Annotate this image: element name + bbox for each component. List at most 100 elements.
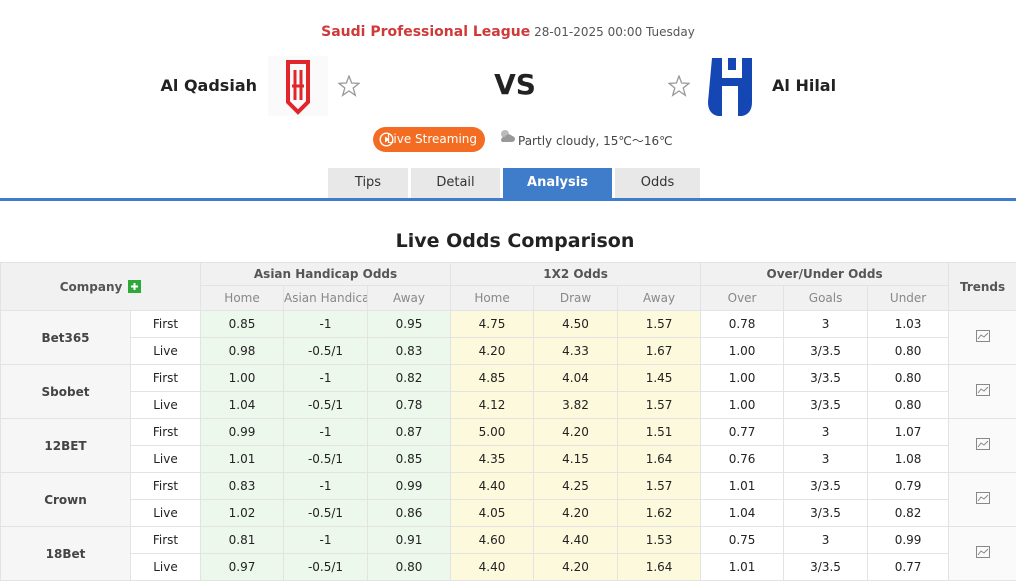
odds-value: 3 <box>783 310 869 338</box>
odds-value: 1.03 <box>867 310 950 338</box>
company-name[interactable]: 18Bet <box>0 526 131 581</box>
datetime: 28-01-2025 00:00 Tuesday <box>534 25 695 39</box>
odds-value: 4.40 <box>450 553 535 581</box>
odds-value: 3 <box>783 445 869 473</box>
company-name[interactable]: Crown <box>0 472 131 527</box>
odds-value: 4.33 <box>533 337 619 365</box>
odds-row: Sbobet First 1.00 -1 0.82 4.85 4.04 1.45 1.00 3/3… <box>0 364 1016 419</box>
odds-value: 1.57 <box>617 472 702 500</box>
favorite-star[interactable] <box>668 75 690 97</box>
odds-value: 4.15 <box>533 445 619 473</box>
odds-value: 4.25 <box>533 472 619 500</box>
odds-value: -0.5/1 <box>283 553 369 581</box>
league[interactable]: Saudi Professional League <box>321 24 531 40</box>
odds-value: 4.40 <box>533 526 619 554</box>
odds-value: -1 <box>283 310 369 338</box>
tab[interactable]: Tips <box>328 168 408 198</box>
group-header: Over/Under Odds <box>700 262 950 286</box>
company-name[interactable]: 12BET <box>0 418 131 473</box>
odds-row: Crown First 0.83 -1 0.99 4.40 4.25 1.57 1.01 3/3.… <box>0 472 1016 527</box>
odds-value: 4.12 <box>450 391 535 419</box>
subheader: Home <box>200 285 285 311</box>
odds-value: 0.79 <box>867 472 950 500</box>
odds-value: -0.5/1 <box>283 445 369 473</box>
odds-value: 0.97 <box>200 553 285 581</box>
play-icon <box>379 132 394 147</box>
odds-value: 0.77 <box>700 418 785 446</box>
home-team[interactable]: Al Qadsiah <box>160 76 257 95</box>
odds-value: 3/3.5 <box>783 364 869 392</box>
trend-icon[interactable] <box>975 438 990 453</box>
odds-value: -1 <box>283 418 369 446</box>
odds-value: 1.51 <box>617 418 702 446</box>
add-company[interactable] <box>122 279 142 294</box>
odds-value: 1.00 <box>700 364 785 392</box>
odds-value: 0.82 <box>367 364 452 392</box>
trends-header: Trends <box>948 262 1016 311</box>
odds-value: 0.98 <box>200 337 285 365</box>
favorite-star[interactable] <box>338 75 360 97</box>
odds-value: 0.86 <box>367 499 452 527</box>
trends-cell <box>948 364 1016 419</box>
odds-value: 1.53 <box>617 526 702 554</box>
odds-value: 0.83 <box>367 337 452 365</box>
odds-value: 0.77 <box>867 553 950 581</box>
odds-value: 0.91 <box>367 526 452 554</box>
odds-type: First <box>129 310 202 338</box>
odds-type: Live <box>129 445 202 473</box>
odds-value: 0.99 <box>867 526 950 554</box>
trends-cell <box>948 310 1016 365</box>
odds-row: Live 1.02 -0.5/1 0.86 4.05 4.20 1.62 1.04 3/3.5 0… <box>1 499 1016 527</box>
trend-icon[interactable] <box>975 384 990 399</box>
home-logo <box>268 56 328 116</box>
trend-icon[interactable] <box>975 492 990 507</box>
odds-value: 0.85 <box>200 310 285 338</box>
live-label: Live Streaming <box>386 132 477 146</box>
odds-value: 1.00 <box>700 337 785 365</box>
tab[interactable]: Odds <box>615 168 700 198</box>
odds-value: 1.00 <box>700 391 785 419</box>
odds-value: -0.5/1 <box>283 391 369 419</box>
odds-row: 12BET First 0.99 -1 0.87 5.00 4.20 1.51 0.77 3 1.0… <box>0 418 1016 473</box>
trend-icon[interactable] <box>975 546 990 561</box>
odds-row: Live 0.98 -0.5/1 0.83 4.20 4.33 1.67 1.00 3/3.5 0… <box>1 337 1016 365</box>
odds-row: Live 0.97 -0.5/1 0.80 4.40 4.20 1.64 1.01 3/3.5 0… <box>1 553 1016 581</box>
odds-value: 1.62 <box>617 499 702 527</box>
away-team[interactable]: Al Hilal <box>772 76 837 95</box>
odds-table: Company Asian Handicap Odds 1X2 Odds Over/U… <box>0 262 1016 581</box>
odds-value: 4.75 <box>450 310 535 338</box>
odds-value: 3/3.5 <box>783 472 869 500</box>
odds-row: Live 1.01 -0.5/1 0.85 4.35 4.15 1.64 0.76 3 1.08 <box>1 445 1016 473</box>
company-name[interactable]: Bet365 <box>0 310 131 365</box>
trends-cell <box>948 472 1016 527</box>
odds-value: 1.67 <box>617 337 702 365</box>
odds-value: 0.95 <box>367 310 452 338</box>
tab[interactable]: Detail <box>411 168 500 198</box>
odds-value: 1.57 <box>617 310 702 338</box>
live-streaming-button[interactable]: Live Streaming <box>373 127 485 152</box>
odds-value: 0.85 <box>367 445 452 473</box>
company-name[interactable]: Sbobet <box>0 364 131 419</box>
trends-cell <box>948 418 1016 473</box>
trend-icon[interactable] <box>975 330 990 345</box>
odds-type: First <box>129 364 202 392</box>
subheader: Under <box>867 285 950 311</box>
odds-value: 4.20 <box>450 337 535 365</box>
odds-value: 1.04 <box>200 391 285 419</box>
odds-value: 4.05 <box>450 499 535 527</box>
odds-type: First <box>129 472 202 500</box>
odds-value: 1.01 <box>700 472 785 500</box>
tab[interactable]: Analysis <box>503 168 612 198</box>
odds-value: 4.40 <box>450 472 535 500</box>
odds-value: 3/3.5 <box>783 499 869 527</box>
weather-icon <box>501 130 515 142</box>
odds-value: 4.60 <box>450 526 535 554</box>
match-info: Saudi Professional League 28-01-2025 00:… <box>0 24 1016 40</box>
odds-value: -0.5/1 <box>283 499 369 527</box>
odds-type: Live <box>129 553 202 581</box>
odds-value: 3.82 <box>533 391 619 419</box>
odds-value: 0.78 <box>700 310 785 338</box>
subheader: Draw <box>533 285 619 311</box>
odds-value: 4.85 <box>450 364 535 392</box>
